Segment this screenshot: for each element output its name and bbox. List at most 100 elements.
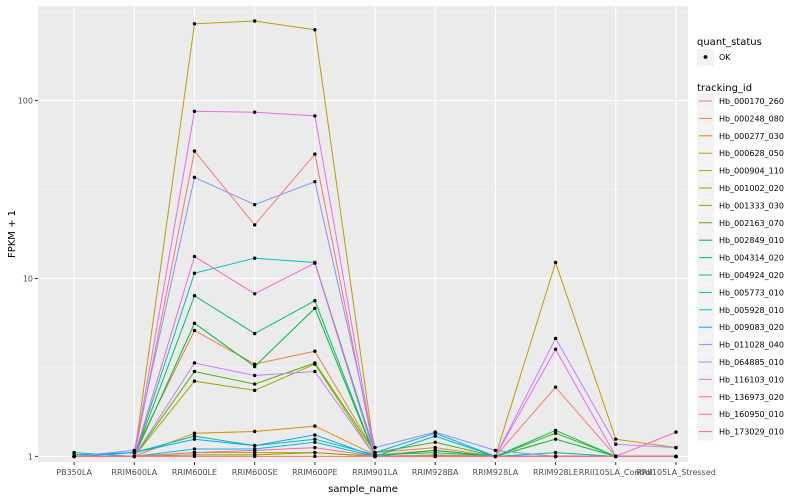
legend-shape-title: quant_status (697, 37, 762, 48)
data-point (72, 454, 76, 459)
data-point (553, 437, 558, 441)
data-point (373, 445, 377, 450)
legend-shape-items: OK (697, 49, 731, 66)
data-point (132, 448, 136, 453)
data-point (252, 256, 257, 260)
data-point (313, 306, 317, 310)
data-point (433, 450, 437, 455)
legend-label: Hb_001002_020 (719, 184, 784, 193)
legend-color-items: Hb_000170_260 Hb_000248_080 Hb_000277_030 H… (697, 93, 784, 441)
data-point (252, 388, 257, 393)
y-axis-title: FPKM + 1 (7, 210, 18, 258)
legend-label: Hb_005928_010 (719, 306, 784, 315)
legend-label: Hb_173029_010 (719, 428, 784, 437)
y-tick-label: 10 (23, 274, 33, 283)
legend-label: Hb_160950_010 (719, 410, 784, 419)
data-point (252, 19, 257, 23)
data-point (553, 450, 558, 455)
data-point (493, 454, 498, 459)
data-point (313, 424, 317, 428)
data-point (252, 223, 257, 227)
data-point (192, 321, 197, 325)
legend-point (703, 55, 708, 59)
legend-label: Hb_005773_010 (719, 288, 784, 297)
data-point (192, 175, 197, 180)
data-point (614, 437, 618, 441)
y-axis: 1 10 100 (18, 97, 38, 461)
data-point (252, 110, 257, 114)
x-tick-label: RRIM928LE (533, 468, 578, 477)
data-point (313, 152, 317, 156)
data-point (313, 114, 317, 118)
data-point (192, 361, 197, 365)
legend-label: OK (719, 53, 731, 62)
data-point (313, 437, 317, 441)
legend-label: Hb_001333_030 (719, 201, 784, 210)
data-point (132, 454, 136, 459)
data-point (192, 437, 197, 441)
data-point (192, 447, 197, 451)
data-point (252, 331, 257, 336)
data-point (192, 434, 197, 438)
x-tick-label: RRII105LA_Stressed (636, 468, 716, 477)
x-axis-title: sample_name (328, 484, 398, 495)
legend-label: Hb_000248_080 (719, 114, 784, 123)
data-point (433, 445, 437, 450)
data-point (252, 454, 257, 459)
data-point (313, 179, 317, 184)
legend: quant_status OK tracking_id Hb_000170_26… (697, 37, 784, 441)
data-point (252, 202, 257, 207)
data-point (192, 379, 197, 383)
legend-label: Hb_000277_030 (719, 132, 784, 141)
data-point (252, 373, 257, 378)
data-point (553, 385, 558, 389)
legend-color-title: tracking_id (697, 83, 752, 94)
data-point (674, 430, 678, 434)
data-point (192, 294, 197, 298)
data-points (72, 19, 678, 459)
x-tick-label: RRII105LA_Control (579, 468, 653, 477)
y-tick-label: 1 (28, 452, 33, 461)
data-point (252, 292, 257, 296)
data-point (553, 260, 558, 265)
data-point (192, 254, 197, 259)
data-point (252, 362, 257, 366)
data-point (252, 382, 257, 386)
data-point (192, 149, 197, 153)
legend-label: Hb_136973_020 (719, 393, 784, 402)
data-point (313, 261, 317, 265)
data-point (192, 450, 197, 455)
data-point (313, 450, 317, 455)
grid-lines (38, 6, 688, 462)
data-point (313, 349, 317, 353)
x-tick-label: RRIM600PE (292, 468, 338, 477)
x-tick-label: RRIM928BA (412, 468, 459, 477)
x-tick-label: RRIM600SE (232, 468, 278, 477)
legend-label: Hb_009083_020 (719, 323, 784, 332)
legend-label: Hb_000170_260 (719, 97, 784, 106)
legend-label: Hb_000628_050 (719, 149, 784, 158)
data-point (433, 434, 437, 438)
data-point (313, 299, 317, 303)
x-tick-label: RRIM901LA (352, 468, 398, 477)
legend-label: Hb_000904_110 (719, 167, 784, 176)
data-point (493, 448, 498, 453)
data-point (252, 448, 257, 453)
legend-label: Hb_002849_010 (719, 236, 784, 245)
data-point (72, 450, 76, 455)
y-tick-label: 100 (18, 97, 33, 106)
legend-label: Hb_004314_020 (719, 254, 784, 263)
data-point (553, 454, 558, 459)
x-tick-label: RRIM600LE (172, 468, 217, 477)
data-point (313, 445, 317, 450)
data-point (433, 430, 437, 434)
data-point (252, 443, 257, 448)
legend-label: Hb_064885_010 (719, 358, 784, 367)
x-tick-label: RRIM928LA (473, 468, 519, 477)
data-point (313, 369, 317, 374)
data-point (553, 347, 558, 351)
data-point (192, 271, 197, 275)
data-point (553, 336, 558, 341)
data-point (313, 454, 317, 459)
